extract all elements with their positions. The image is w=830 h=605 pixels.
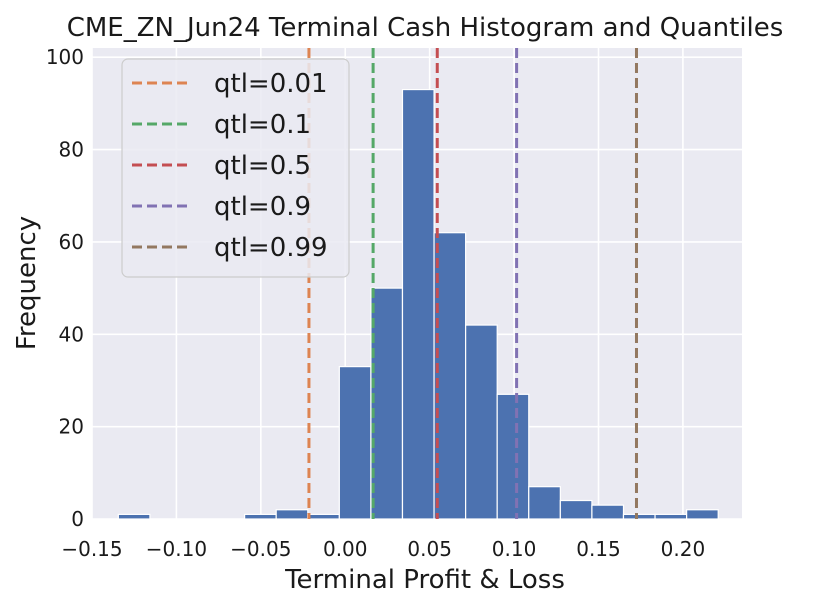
- legend-label: qtl=0.1: [214, 110, 311, 140]
- y-tick-label: 100: [46, 45, 84, 69]
- histogram-bar: [117, 513, 151, 520]
- histogram-bar: [654, 513, 688, 520]
- x-tick-label: 0.10: [492, 537, 537, 561]
- x-tick-label: −0.10: [146, 537, 207, 561]
- histogram-bar: [686, 509, 719, 520]
- x-tick-label: 0.00: [323, 537, 368, 561]
- histogram-bar: [465, 324, 498, 520]
- histogram-bar: [338, 366, 372, 520]
- x-tick-label: 0.05: [407, 537, 452, 561]
- legend-box: [121, 58, 350, 278]
- legend-label: qtl=0.99: [214, 233, 328, 263]
- y-tick-label: 40: [59, 322, 84, 346]
- x-tick-label: −0.05: [230, 537, 291, 561]
- histogram-bar: [307, 513, 340, 520]
- y-tick-label: 20: [59, 415, 84, 439]
- histogram-bar: [528, 486, 561, 520]
- histogram-bar: [433, 232, 467, 520]
- x-tick-labels: −0.15 −0.10 −0.05 0.00 0.05 0.10 0.15 0.20: [61, 537, 705, 561]
- legend-label: qtl=0.9: [214, 192, 311, 222]
- x-tick-label: 0.20: [661, 537, 706, 561]
- histogram-bar: [496, 393, 530, 520]
- histogram-bar: [370, 287, 404, 520]
- y-tick-label: 0: [71, 507, 84, 531]
- histogram-bar: [244, 513, 277, 520]
- histogram-bar: [275, 509, 309, 520]
- histogram-bar: [559, 499, 593, 520]
- y-tick-labels: 0 20 40 60 80 100: [46, 45, 84, 531]
- x-tick-label: 0.15: [576, 537, 621, 561]
- histogram-bar: [401, 88, 435, 520]
- x-tick-label: −0.15: [61, 537, 122, 561]
- legend-label: qtl=0.01: [214, 69, 328, 99]
- histogram-bars: [117, 88, 719, 520]
- y-tick-label: 60: [59, 230, 84, 254]
- chart-title: CME_ZN_Jun24 Terminal Cash Histogram and…: [67, 13, 784, 43]
- histogram-bar: [591, 504, 625, 520]
- histogram-bar: [622, 513, 656, 520]
- legend: qtl=0.01 qtl=0.1 qtl=0.5 qtl=0.9 qtl=0.99: [121, 58, 350, 278]
- y-axis-label: Frequency: [12, 216, 42, 350]
- y-tick-label: 80: [59, 138, 84, 162]
- legend-label: qtl=0.5: [214, 151, 311, 181]
- x-axis-label: Terminal Profit & Loss: [284, 565, 565, 595]
